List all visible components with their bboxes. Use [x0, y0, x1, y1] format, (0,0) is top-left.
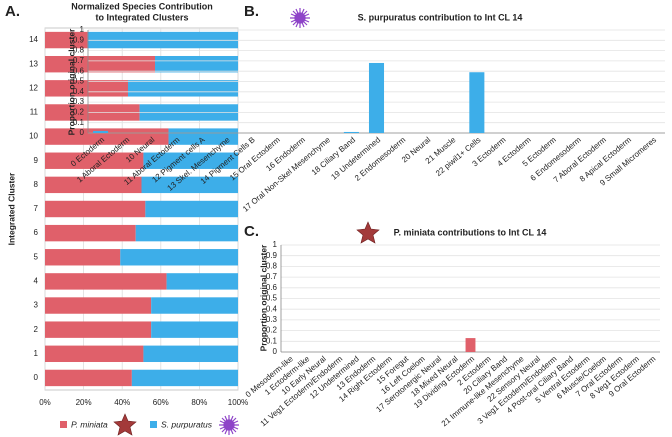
bar-segment: [45, 31, 88, 49]
bar: [469, 72, 485, 133]
y-tick-label: 0.2: [266, 326, 278, 335]
y-tick-label: 10: [29, 132, 38, 141]
panel-label: C.: [244, 223, 259, 240]
bar-segment: [45, 80, 128, 97]
bar-segment: [45, 273, 167, 290]
y-tick-label: 0: [80, 128, 85, 137]
star-icon: [113, 413, 137, 436]
bar: [343, 131, 359, 133]
y-tick-label: 4: [34, 277, 39, 286]
bar: [368, 62, 385, 133]
bar-segment: [151, 321, 238, 338]
y-tick-label: 0.9: [266, 251, 278, 260]
bar-segment: [45, 249, 121, 266]
bar-segment: [168, 128, 238, 145]
bar: [93, 130, 109, 133]
y-tick-label: 0: [273, 347, 278, 356]
panel-label: B.: [244, 3, 259, 20]
bar-segment: [45, 224, 136, 242]
y-tick-label: 1: [34, 349, 39, 358]
bar-segment: [45, 152, 144, 169]
bar-segment: [45, 369, 132, 387]
bar-segment: [45, 55, 156, 73]
y-tick-label: 0.6: [73, 66, 85, 75]
y-axis-label: Proportion original cluster: [258, 244, 268, 351]
panel-label: A.: [5, 3, 20, 20]
y-tick-label: 14: [29, 35, 38, 44]
y-tick-label: 0.8: [73, 46, 85, 55]
y-tick-label: 0.2: [73, 108, 85, 117]
urchin-icon: [219, 415, 239, 435]
y-tick-label: 0.9: [73, 35, 85, 44]
y-tick-label: 2: [34, 325, 39, 334]
legend-swatch: [60, 421, 67, 428]
y-tick-label: 6: [34, 228, 39, 237]
y-tick-label: 8: [34, 180, 39, 189]
chart-title: to Integrated Clusters: [95, 12, 188, 22]
bar-segment: [135, 224, 238, 242]
bar-segment: [45, 345, 144, 363]
legend-swatch: [150, 421, 157, 428]
bar-segment: [141, 176, 238, 194]
y-tick-label: 0.3: [266, 315, 278, 324]
y-tick-label: 7: [34, 204, 39, 213]
chart-title: S. purpuratus contribution to Int CL 14: [358, 12, 523, 22]
x-tick-label: 0%: [39, 398, 51, 407]
bar-segment: [45, 128, 169, 145]
y-tick-label: 5: [34, 252, 39, 261]
bar-segment: [131, 369, 238, 387]
bar-segment: [143, 345, 238, 363]
bar: [465, 338, 476, 352]
y-tick-label: 1: [80, 25, 85, 34]
decorations: [113, 8, 380, 436]
y-axis-label: Proportion original cluster: [66, 28, 76, 135]
bar-segment: [155, 55, 238, 73]
chart-title: P. miniata contributions to Int CL 14: [394, 227, 547, 237]
x-tick-label: 80%: [191, 398, 207, 407]
x-tick-label: 100%: [228, 398, 248, 407]
x-tick-label: 40%: [114, 398, 130, 407]
y-tick-label: 0.1: [73, 118, 85, 127]
legend-label: S. purpuratus: [161, 419, 213, 429]
bar-segment: [151, 297, 238, 314]
bar-segment: [145, 200, 238, 218]
y-tick-label: 13: [29, 59, 38, 68]
bar-segment: [143, 152, 238, 169]
bar-segment: [166, 273, 238, 290]
y-axis-label: Integrated Cluster: [6, 172, 16, 245]
y-tick-label: 11: [30, 108, 39, 117]
y-tick-label: 0.8: [266, 262, 278, 271]
y-tick-label: 0: [34, 373, 39, 382]
y-tick-label: 0.5: [73, 77, 85, 86]
y-tick-label: 0.6: [266, 283, 278, 292]
urchin-icon: [290, 8, 310, 28]
y-tick-label: 0.1: [266, 336, 278, 345]
x-tick-label: 60%: [153, 398, 169, 407]
y-tick-label: 3: [34, 301, 39, 310]
y-tick-label: 0.7: [266, 272, 278, 281]
x-tick-label: 20%: [76, 398, 92, 407]
star-icon: [356, 221, 380, 244]
bar-segment: [45, 321, 152, 338]
legend-label: P. miniata: [71, 419, 108, 429]
y-tick-label: 12: [29, 83, 38, 92]
bar-segment: [45, 200, 146, 218]
y-tick-label: 0.5: [266, 294, 278, 303]
chart-title: Normalized Species Contribution: [71, 1, 213, 11]
bar-segment: [120, 249, 238, 266]
y-tick-label: 1: [273, 240, 278, 249]
bar-segment: [127, 80, 238, 97]
y-tick-label: 0.7: [73, 56, 85, 65]
bar-segment: [45, 176, 142, 194]
y-tick-label: 0.3: [73, 97, 85, 106]
y-tick-label: 0.4: [266, 304, 278, 313]
bar-segment: [45, 297, 152, 314]
y-tick-label: 0.4: [73, 87, 85, 96]
y-tick-label: 9: [34, 156, 39, 165]
